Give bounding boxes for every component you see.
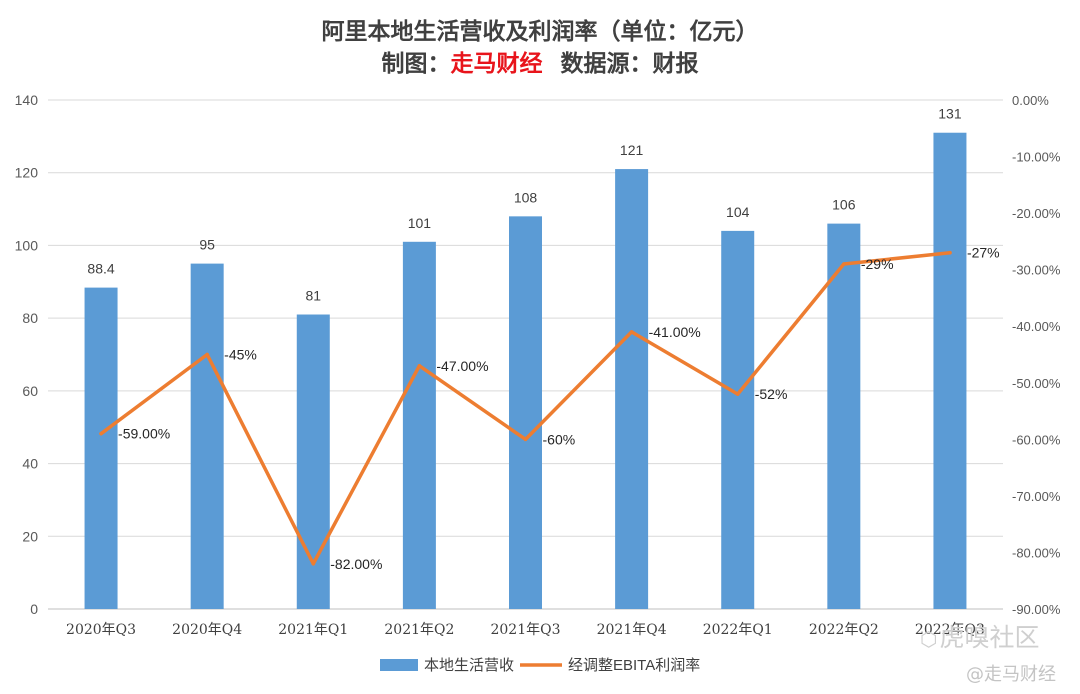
bar-data-label: 81 [305,288,321,304]
line-data-label: -82.00% [330,556,382,572]
bar-data-label: 121 [620,142,644,158]
left-axis-tick-label: 20 [22,528,38,544]
line-point [205,352,209,357]
watermark-site: ⬡虎嗅社区 [920,623,1040,652]
line-point [99,431,103,436]
line-point [523,437,528,442]
right-axis-tick-label: -40.00% [1012,319,1061,334]
x-axis-tick-label: 2021年Q2 [384,622,454,638]
x-axis-tick-label: 2021年Q3 [490,622,560,638]
bar [84,287,118,609]
line-data-label: -60% [543,431,576,447]
chart-title: 阿里本地生活营收及利润率（单位：亿元） [321,18,759,45]
right-axis-tick-label: 0.00% [1012,93,1049,108]
right-axis-tick-label: -20.00% [1012,206,1061,221]
bar [190,263,224,609]
line-point [629,330,634,334]
line-data-label: -47.00% [436,358,488,374]
bar-data-label: 101 [408,215,432,231]
right-axis-tick-label: -50.00% [1012,376,1061,391]
subtitle-prefix: 制图： [381,50,451,77]
left-axis-tick-label: 40 [22,456,38,472]
line-data-label: -41.00% [649,324,701,340]
bar [721,230,755,609]
bar-data-label: 104 [726,204,750,220]
legend-swatch-bar [380,659,418,671]
chart-subtitle: 制图：走马财经 数据源：财报 [0,44,1080,78]
x-axis-tick-label: 2022年Q1 [703,622,773,638]
x-axis-tick-label: 2020年Q4 [172,622,242,638]
line-data-label: -59.00% [118,426,170,442]
line-point [417,364,422,368]
bar-data-label: 108 [514,189,538,205]
line-point [311,561,316,566]
hexagon-logo-icon: ⬡ [920,627,938,651]
right-axis-tick-label: -90.00% [1012,602,1061,617]
subtitle-maker: 走马财经 [450,50,543,77]
bar-data-label: 88.4 [87,261,114,277]
bar [402,241,436,610]
line-data-label: -27% [967,245,1000,261]
bar [933,132,967,609]
left-axis-tick-label: 100 [15,237,39,253]
bar [509,216,542,610]
left-axis-tick-label: 80 [22,310,38,326]
right-axis-tick-label: -60.00% [1012,432,1061,447]
right-axis-tick-label: -70.00% [1012,489,1061,504]
left-axis-tick-label: 60 [22,383,38,399]
x-axis-tick-label: 2021年Q4 [597,622,667,638]
line-point [842,262,846,266]
x-axis-tick-label: 2021年Q1 [278,622,348,638]
legend-label-bar: 本地生活营收 [424,657,514,674]
bar-data-label: 131 [938,106,962,122]
line-point [735,392,740,396]
left-axis-tick-label: 140 [15,92,39,108]
right-axis-tick-label: -10.00% [1012,150,1061,165]
line-data-label: -29% [861,256,894,272]
bar [827,223,861,609]
subtitle-source: 数据源：财报 [560,50,699,77]
line-data-label: -52% [755,386,788,402]
bar-data-label: 95 [199,237,215,253]
x-axis-tick-label: 2022年Q3 [915,622,985,638]
legend-label-line: 经调整EBITA利润率 [568,657,700,674]
line-data-label: -45% [224,347,257,363]
watermark-account: @走马财经 [966,664,1056,685]
right-axis-tick-label: -30.00% [1012,263,1061,278]
bar [615,169,649,610]
bar-data-label: 106 [832,197,856,213]
x-axis-tick-label: 2020年Q3 [66,622,136,638]
left-axis-tick-label: 120 [15,165,39,181]
right-axis-tick-label: -80.00% [1012,545,1061,560]
x-axis-tick-label: 2022年Q2 [809,622,879,638]
line-point [948,250,952,255]
left-axis-tick-label: 0 [30,601,38,617]
